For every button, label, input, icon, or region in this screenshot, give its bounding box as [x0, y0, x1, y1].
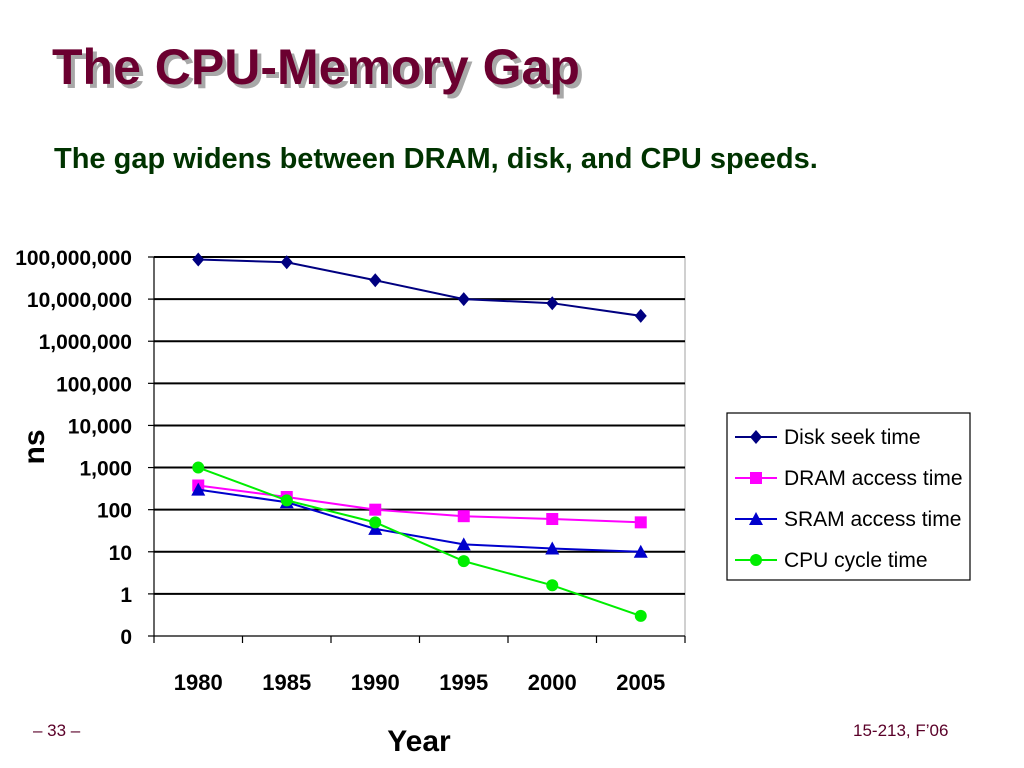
series-cpu-cycle-time	[192, 461, 647, 622]
data-point	[280, 494, 293, 507]
x-tick-labels: 1980 1985 1990 1995 2000 2005	[174, 670, 665, 695]
axes	[148, 256, 686, 643]
series-line	[198, 488, 641, 553]
x-axis-title: Year	[387, 725, 451, 758]
data-point	[546, 579, 559, 592]
data-point	[191, 482, 206, 496]
data-point	[634, 516, 647, 529]
y-tick-label: 1,000	[79, 458, 132, 481]
data-point	[192, 461, 205, 474]
data-point	[280, 255, 293, 270]
legend-item: CPU cycle time	[735, 549, 928, 572]
legend-label: DRAM access time	[784, 467, 963, 490]
grid-lines	[154, 256, 685, 595]
legend: Disk seek time DRAM access time SRAM acces…	[726, 412, 971, 581]
x-tick-label: 2000	[528, 670, 577, 695]
legend-item: Disk seek time	[735, 426, 921, 449]
series-line	[197, 466, 642, 617]
data-point	[457, 292, 470, 307]
series-line	[198, 258, 641, 317]
data-point	[546, 296, 559, 311]
x-tick-label: 1990	[351, 670, 400, 695]
y-tick-label: 10,000,000	[27, 289, 132, 312]
y-tick-label: 100,000	[56, 373, 132, 396]
x-tick-label: 1995	[439, 670, 488, 695]
legend-marker	[750, 430, 762, 444]
plot-area	[153, 256, 686, 637]
legend-label: CPU cycle time	[784, 549, 928, 572]
legend-label: Disk seek time	[784, 426, 921, 449]
y-tick-label: 100,000,000	[15, 247, 132, 270]
data-point	[192, 252, 205, 267]
series-layer	[191, 252, 648, 622]
legend-marker	[749, 512, 763, 525]
legend-marker	[750, 554, 762, 566]
data-point	[545, 541, 560, 555]
data-point	[634, 308, 647, 323]
x-tick-label: 1985	[262, 670, 311, 695]
page-number: – 33 –	[33, 721, 81, 740]
data-point	[369, 516, 382, 529]
data-point	[369, 273, 382, 288]
y-tick-label: 1	[120, 584, 132, 607]
plot-frame	[153, 256, 686, 637]
y-tick-label: 0	[120, 626, 132, 649]
legend-marker	[750, 472, 762, 484]
data-point	[457, 555, 470, 568]
y-tick-label: 100	[97, 500, 132, 523]
slide-title: The CPU-Memory Gap	[52, 39, 580, 95]
legend-item: SRAM access time	[735, 508, 961, 531]
slide-subtitle: The gap widens between DRAM, disk, and C…	[54, 143, 818, 175]
data-point	[457, 510, 470, 523]
x-tick-label: 1980	[174, 670, 223, 695]
y-axis-title: ns	[18, 429, 51, 464]
legend-label: SRAM access time	[784, 508, 961, 531]
series-disk-seek-time	[192, 252, 647, 323]
data-point	[369, 503, 382, 516]
x-tick-label: 2005	[616, 670, 665, 695]
y-tick-label: 1,000,000	[39, 331, 132, 354]
data-point	[456, 537, 471, 551]
data-point	[634, 609, 647, 622]
data-point	[633, 544, 648, 558]
data-point	[368, 521, 383, 535]
legend-box	[726, 412, 971, 581]
y-tick-label: 10	[109, 542, 132, 565]
legend-item: DRAM access time	[735, 467, 963, 490]
course-label: 15-213, F’06	[853, 721, 949, 740]
data-point	[546, 513, 559, 526]
y-tick-labels: 0 1 10 100 1,000 10,000 100,000 1,000,000 10,000…	[15, 247, 132, 649]
y-tick-label: 10,000	[68, 415, 132, 438]
